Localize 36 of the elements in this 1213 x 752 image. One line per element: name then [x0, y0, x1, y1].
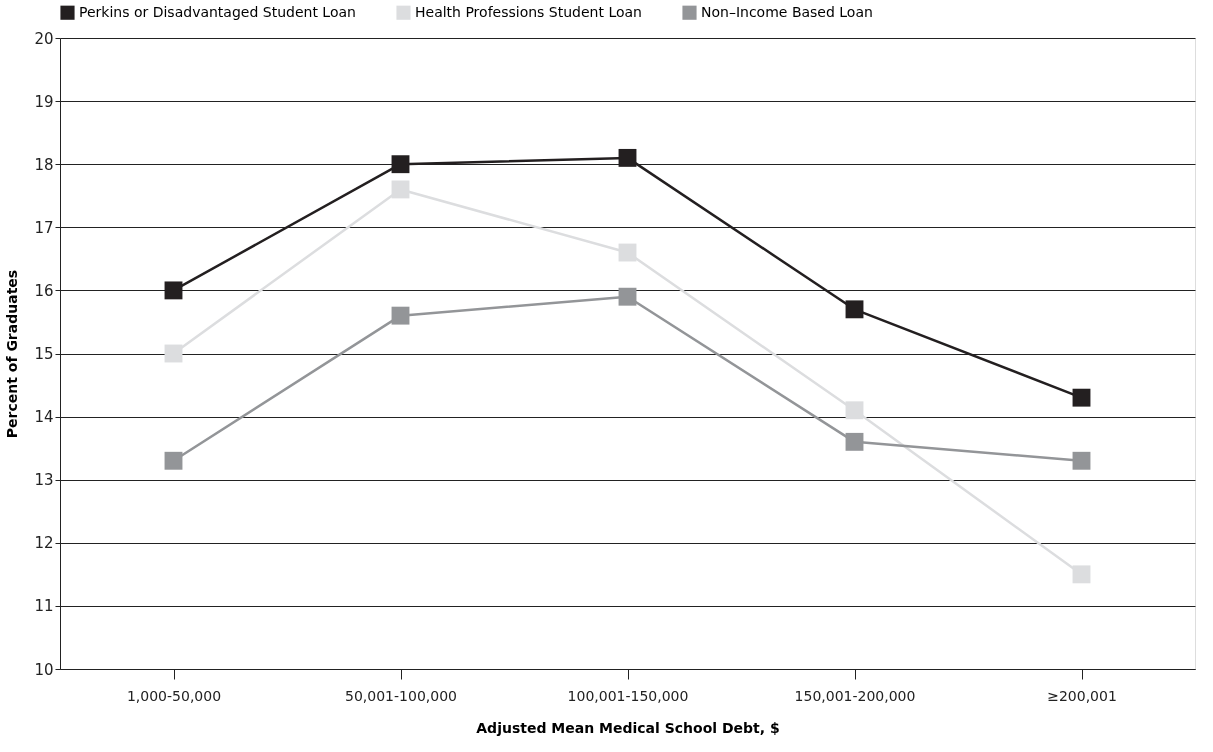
point [391, 155, 410, 174]
x-tick-label: 50,001-100,000 [345, 687, 457, 704]
point [845, 432, 864, 451]
x-tick-label: ≥200,001 [1047, 687, 1117, 704]
x-axis-title: Adjusted Mean Medical School Debt, $ [476, 719, 780, 736]
legend-label: Non–Income Based Loan [701, 3, 873, 20]
y-tick-label: 20 [34, 29, 54, 48]
x-tick-label: 1,000-50,000 [126, 687, 222, 704]
y-tick-label: 12 [34, 534, 54, 553]
y-tick-label: 14 [34, 408, 54, 427]
y-tick-label: 11 [34, 597, 54, 616]
point [1072, 565, 1091, 584]
point [618, 287, 637, 306]
point [164, 281, 183, 300]
legend-label: Health Professions Student Loan [415, 3, 642, 20]
legend-label: Perkins or Disadvantaged Student Loan [79, 3, 356, 20]
y-tick-label: 16 [34, 281, 54, 300]
y-tick-label: 10 [34, 660, 54, 679]
point [618, 148, 637, 167]
y-axis-title: Percent of Graduates [4, 269, 21, 439]
point [618, 243, 637, 262]
point [391, 306, 410, 325]
y-tick-label: 15 [34, 345, 54, 363]
point [845, 300, 864, 319]
point [391, 180, 410, 199]
point [1072, 388, 1091, 407]
x-tick-label: 100,001-150,000 [567, 687, 689, 704]
y-tick-label: 13 [34, 471, 54, 490]
y-tick-label: 18 [34, 155, 54, 174]
point [164, 451, 183, 470]
y-tick-label: 17 [34, 218, 54, 237]
x-tick-label: 150,001-200,000 [794, 687, 916, 704]
point [164, 344, 183, 363]
point [845, 401, 864, 420]
point [1072, 451, 1091, 470]
y-tick-label: 19 [34, 92, 54, 111]
